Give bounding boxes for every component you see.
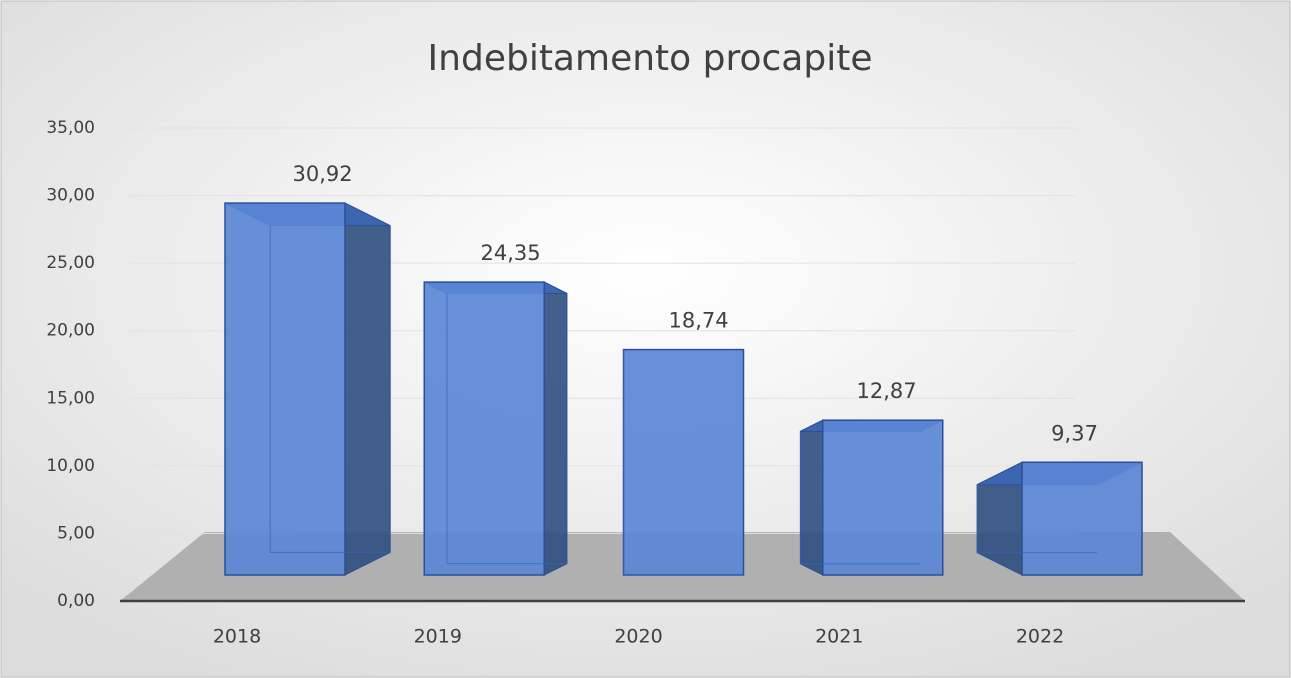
bar-inner-edge <box>623 349 744 576</box>
data-label: 18,74 <box>669 309 729 333</box>
bar-side <box>344 202 391 576</box>
y-tick-label: 20,00 <box>46 321 95 341</box>
bar-front <box>1021 461 1143 576</box>
bar <box>622 348 745 576</box>
bar-inner-edge <box>269 225 391 553</box>
x-tick-label: 2020 <box>614 626 662 648</box>
x-tick-label: 2018 <box>213 626 261 648</box>
data-label: 9,37 <box>1051 421 1098 445</box>
bar <box>423 281 568 576</box>
chart-title: Indebitamento procapite <box>428 38 873 79</box>
x-tick-label: 2022 <box>1016 626 1064 648</box>
bar <box>976 461 1143 576</box>
bar-inner-edge <box>446 293 567 565</box>
y-tick-label: 10,00 <box>46 456 95 476</box>
bar-front <box>622 348 745 576</box>
y-tick-label: 5,00 <box>57 523 95 543</box>
data-label: 12,87 <box>857 379 917 403</box>
data-label: 24,35 <box>481 241 541 265</box>
bar-front <box>423 281 545 576</box>
bar-side <box>543 281 568 576</box>
bar <box>799 419 944 576</box>
y-tick-label: 25,00 <box>46 253 95 273</box>
y-tick-label: 0,00 <box>57 591 95 611</box>
data-label: 30,92 <box>293 162 353 186</box>
bar-front <box>822 419 944 576</box>
bar-inner-edge <box>976 484 1098 554</box>
y-tick-label: 15,00 <box>46 388 95 408</box>
x-tick-label: 2019 <box>414 626 462 648</box>
x-tick-label: 2021 <box>815 626 863 648</box>
bar-side <box>799 419 824 576</box>
y-tick-label: 35,00 <box>46 118 95 138</box>
y-tick-label: 30,00 <box>46 186 95 206</box>
bar-front <box>224 202 346 576</box>
bar-inner-edge <box>799 431 921 565</box>
bar <box>224 202 391 576</box>
